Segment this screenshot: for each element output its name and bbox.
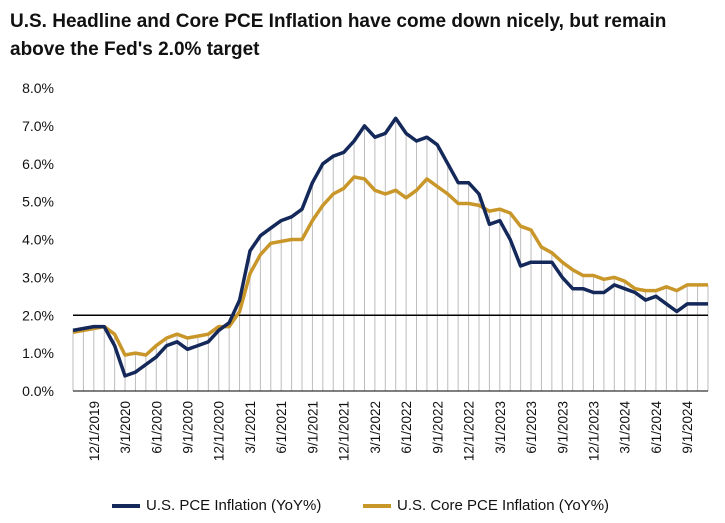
- y-tick-label: 6.0%: [22, 156, 54, 172]
- x-tick-label: 3/1/2021: [243, 401, 258, 454]
- x-tick-label: 12/1/2021: [337, 401, 352, 461]
- x-tick-label: 12/1/2019: [87, 401, 102, 461]
- y-tick-label: 7.0%: [22, 118, 54, 134]
- x-tick-label: 6/1/2024: [649, 401, 664, 454]
- drop-lines: [72, 118, 709, 391]
- series-line-core-pce: [72, 175, 708, 357]
- y-tick-label: 1.0%: [22, 345, 54, 361]
- x-tick-label: 9/1/2023: [555, 401, 570, 454]
- y-tick-label: 3.0%: [22, 269, 54, 285]
- x-tick-label: 6/1/2023: [524, 401, 539, 454]
- x-axis-ticks: 12/1/2019 3/1/2020 6/1/2020 9/1/2020 12/1/20…: [87, 401, 695, 462]
- x-tick-label: 9/1/2021: [305, 401, 320, 454]
- y-tick-label: 8.0%: [22, 80, 54, 96]
- y-axis-ticks: 0.0% 1.0% 2.0% 3.0% 4.0% 5.0% 6.0% 7.0% 8.0%: [22, 80, 54, 399]
- legend-item-core: U.S. Core PCE Inflation (YoY%): [363, 497, 609, 514]
- x-tick-label: 9/1/2020: [181, 401, 196, 454]
- x-tick-label: 6/1/2021: [274, 401, 289, 454]
- legend-swatch-headline: [112, 503, 140, 508]
- x-tick-label: 9/1/2024: [680, 401, 695, 454]
- y-tick-label: 5.0%: [22, 194, 54, 210]
- y-tick-label: 2.0%: [22, 307, 54, 323]
- legend: U.S. PCE Inflation (YoY%) U.S. Core PCE …: [0, 497, 725, 521]
- x-tick-label: 6/1/2022: [399, 401, 414, 454]
- x-tick-label: 3/1/2024: [618, 401, 633, 454]
- series-line-headline-pce: [72, 116, 708, 378]
- legend-label-headline: U.S. PCE Inflation (YoY%): [146, 497, 322, 514]
- x-tick-label: 12/1/2023: [586, 401, 601, 461]
- x-tick-label: 12/1/2022: [462, 401, 477, 461]
- chart-title: U.S. Headline and Core PCE Inflation hav…: [10, 11, 667, 60]
- legend-item-headline: U.S. PCE Inflation (YoY%): [112, 497, 321, 514]
- x-tick-label: 12/1/2020: [212, 401, 227, 461]
- legend-label-core: U.S. Core PCE Inflation (YoY%): [397, 497, 610, 514]
- x-tick-label: 9/1/2022: [430, 401, 445, 454]
- y-tick-label: 0.0%: [22, 383, 54, 399]
- x-tick-label: 3/1/2023: [493, 401, 508, 454]
- x-tick-label: 3/1/2022: [368, 401, 383, 454]
- x-tick-label: 3/1/2020: [118, 401, 133, 454]
- legend-swatch-core: [363, 503, 391, 508]
- y-tick-label: 4.0%: [22, 232, 54, 248]
- pce-inflation-chart: 0.0% 1.0% 2.0% 3.0% 4.0% 5.0% 6.0% 7.0% 8.0% 12/…: [22, 80, 709, 462]
- x-tick-label: 6/1/2020: [149, 401, 164, 454]
